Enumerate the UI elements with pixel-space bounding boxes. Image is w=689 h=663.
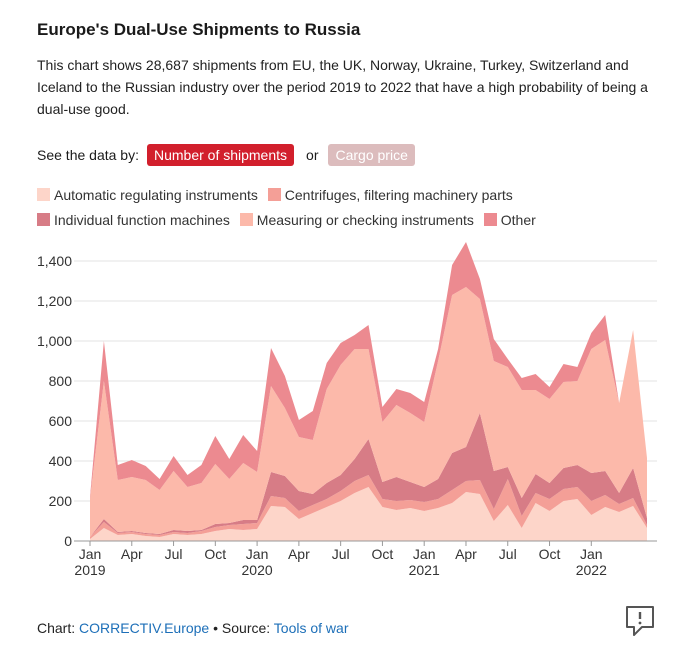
x-tick-label: Jul [499, 546, 517, 562]
legend-label: Centrifuges, filtering machinery parts [284, 187, 513, 203]
legend-swatch [37, 188, 50, 201]
x-tick-label: Jul [165, 546, 183, 562]
y-tick-label: 1,400 [37, 253, 72, 269]
x-tick-label: Jan [79, 546, 102, 562]
x-tick-label: Oct [204, 546, 226, 562]
series-area [90, 487, 647, 541]
footer-chart-label: Chart: [37, 620, 76, 636]
x-tick-label: Apr [288, 546, 310, 562]
x-tick-year-label: 2019 [74, 562, 105, 578]
footer-separator: • [213, 620, 219, 636]
legend-swatch [267, 188, 281, 201]
x-tick-label: Oct [539, 546, 561, 562]
legend-item[interactable]: Individual function machines [37, 212, 230, 228]
series-area [90, 475, 647, 539]
legend-item[interactable]: Measuring or checking instruments [239, 212, 474, 228]
series-area [90, 287, 647, 537]
x-tick-label: Jan [246, 546, 269, 562]
chart-footer: Chart: CORRECTIV.Europe • Source: Tools … [37, 620, 349, 636]
footer-source-label: Source: [221, 620, 271, 636]
chart-title: Europe's Dual-Use Shipments to Russia [37, 20, 361, 39]
x-tick-year-label: 2021 [409, 562, 440, 578]
legend-label: Individual function machines [54, 212, 230, 228]
y-tick-label: 0 [64, 533, 72, 549]
series-area [90, 413, 647, 537]
chart-description: This chart shows 28,687 shipments from E… [37, 57, 648, 117]
y-tick-label: 1,200 [37, 293, 72, 309]
legend-label: Measuring or checking instruments [256, 212, 474, 228]
x-tick-label: Apr [121, 546, 143, 562]
x-tick-year-label: 2020 [242, 562, 273, 578]
legend-swatch [483, 213, 497, 226]
y-tick-label: 200 [49, 493, 73, 509]
data-toggle: See the data by: Number of shipments or … [37, 144, 415, 166]
y-tick-label: 600 [49, 413, 73, 429]
chart-legend: Automatic regulating instruments Centrif… [37, 183, 667, 233]
x-tick-label: Oct [372, 546, 394, 562]
x-tick-label: Jul [332, 546, 350, 562]
legend-item[interactable]: Automatic regulating instruments [37, 187, 258, 203]
legend-swatch [239, 213, 253, 226]
footer-source-link[interactable]: Tools of war [273, 620, 349, 636]
x-tick-label: Apr [455, 546, 477, 562]
legend-label: Automatic regulating instruments [54, 187, 258, 203]
comment-icon[interactable] [624, 604, 656, 638]
x-tick-year-label: 2022 [576, 562, 607, 578]
x-tick-label: Jan [413, 546, 436, 562]
y-tick-label: 400 [49, 453, 73, 469]
toggle-label: See the data by: [37, 147, 139, 163]
footer-chart-source-link[interactable]: CORRECTIV.Europe [79, 620, 210, 636]
legend-swatch [37, 213, 50, 226]
cargo-price-button[interactable]: Cargo price [328, 144, 415, 166]
legend-label: Other [500, 212, 536, 228]
toggle-separator: or [306, 147, 319, 163]
shipments-button[interactable]: Number of shipments [146, 144, 295, 166]
x-tick-label: Jan [580, 546, 603, 562]
y-tick-label: 1,000 [37, 333, 72, 349]
y-tick-label: 800 [49, 373, 73, 389]
legend-item[interactable]: Other [483, 212, 536, 228]
legend-item[interactable]: Centrifuges, filtering machinery parts [267, 187, 513, 203]
series-area [90, 242, 647, 499]
